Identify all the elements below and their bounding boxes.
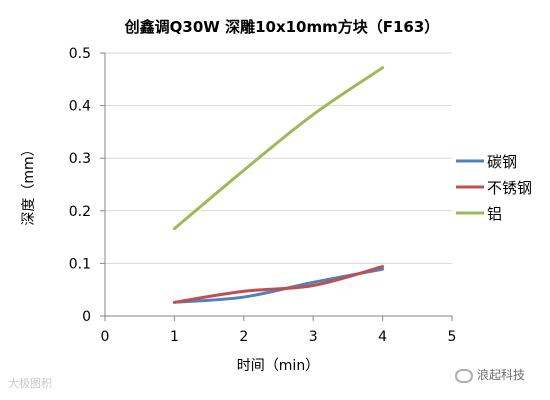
x-tick-label: 5 xyxy=(448,329,457,345)
legend-label-2: 不锈钢 xyxy=(487,179,532,197)
y-tick-label: 0.3 xyxy=(69,151,91,167)
y-tick-label: 0.1 xyxy=(69,256,91,272)
y-tick-label: 0.5 xyxy=(69,46,91,62)
series-line-2 xyxy=(172,265,385,304)
y-tick-label: 0 xyxy=(82,309,91,325)
wechat-icon xyxy=(455,368,473,383)
x-axis-label: 时间（min） xyxy=(237,358,319,374)
y-tick-label: 0.4 xyxy=(69,99,91,115)
y-axis-label: 深度（mm） xyxy=(21,142,37,225)
watermark-right: 浪起科技 xyxy=(455,366,525,383)
watermark-left: 大极图积 xyxy=(8,375,52,391)
y-tick-label: 0.2 xyxy=(69,204,91,220)
x-tick-label: 0 xyxy=(101,329,110,345)
watermark-right-text: 浪起科技 xyxy=(477,368,526,382)
x-tick-label: 4 xyxy=(378,329,387,345)
x-tick-label: 3 xyxy=(309,329,318,345)
tick-labels: 0 0.1 0.2 0.3 0.4 0.5 0 1 2 3 4 5 xyxy=(69,46,457,345)
axes xyxy=(100,52,453,321)
chart-title: 创鑫调Q30W 深雕10x10mm方块（F163） xyxy=(124,18,440,36)
legend-label-1: 碳钢 xyxy=(487,153,517,171)
x-tick-label: 2 xyxy=(239,329,248,345)
x-tick-label: 1 xyxy=(170,329,179,345)
series-line-3 xyxy=(172,66,385,231)
watermark-left-text: 大极图积 xyxy=(8,377,52,390)
gridlines xyxy=(105,52,452,264)
series-lines xyxy=(172,66,385,304)
legend-label-3: 铝 xyxy=(487,205,502,223)
